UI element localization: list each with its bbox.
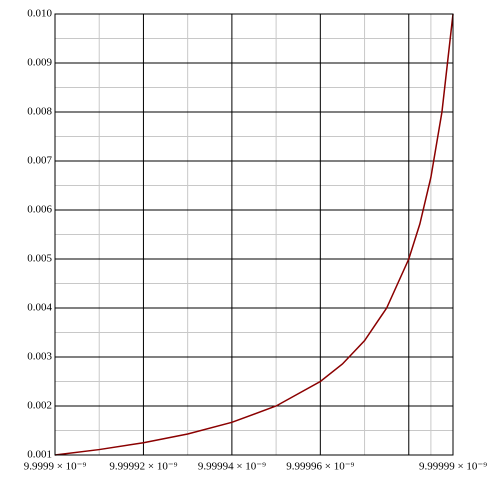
x-tick-label: 9.99996 × 10⁻⁹ <box>286 461 354 473</box>
y-tick-label: 0.006 <box>27 204 52 216</box>
x-tick-label: 9.99992 × 10⁻⁹ <box>109 461 177 473</box>
x-tick-label: 9.99999 × 10⁻⁹ <box>419 461 487 473</box>
y-tick-label: 0.008 <box>27 106 52 118</box>
y-tick-label: 0.004 <box>27 302 52 314</box>
y-tick-label: 0.003 <box>27 351 52 363</box>
plot-border <box>54 13 454 456</box>
y-tick-label: 0.005 <box>27 253 52 265</box>
x-tick-label: 9.99994 × 10⁻⁹ <box>198 461 266 473</box>
y-tick-label: 0.001 <box>27 449 52 461</box>
y-tick-label: 0.009 <box>27 57 52 69</box>
y-tick-label: 0.010 <box>27 8 52 20</box>
y-tick-label: 0.007 <box>27 155 52 167</box>
line <box>54 13 454 456</box>
x-tick-label: 9.9999 × 10⁻⁹ <box>24 461 87 473</box>
y-tick-label: 0.002 <box>27 400 52 412</box>
